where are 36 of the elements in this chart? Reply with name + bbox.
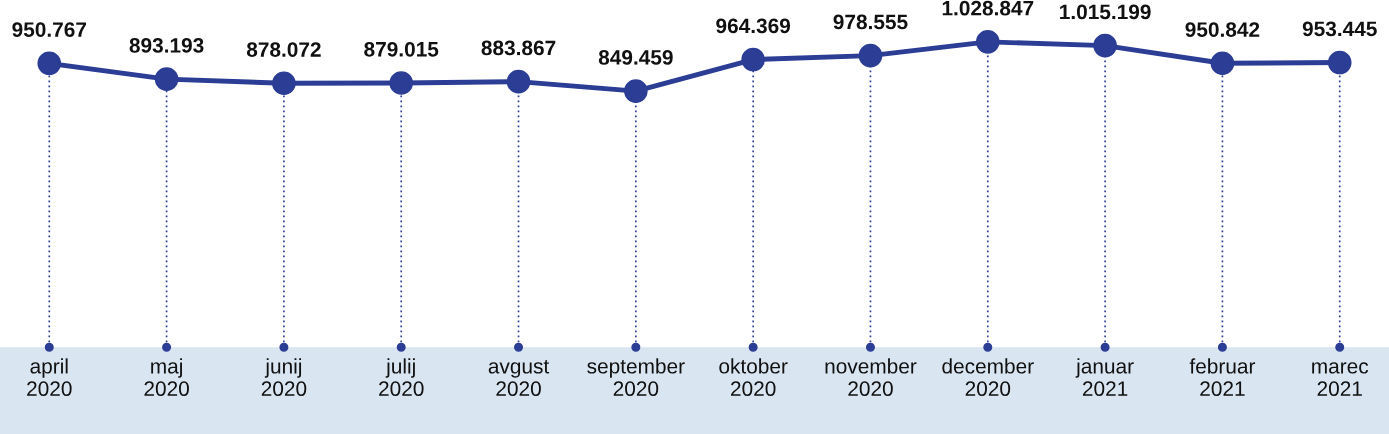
data-label: 950.767 xyxy=(12,22,87,37)
point xyxy=(506,69,531,94)
x-tick-label: november 2020 xyxy=(825,358,917,397)
x-tick-label: maj 2020 xyxy=(144,358,189,397)
data-label: 1.028.847 xyxy=(942,0,1034,16)
data-label: 879.015 xyxy=(364,41,439,57)
x-tick-label: junij 2020 xyxy=(261,358,307,397)
data-label: 964.369 xyxy=(716,18,791,34)
data-label: 878.072 xyxy=(246,42,321,57)
point xyxy=(624,79,648,103)
point xyxy=(975,30,1000,54)
x-tick-label: januar 2021 xyxy=(1075,358,1134,397)
data-label: 953.445 xyxy=(1302,21,1377,37)
data-label: 950.842 xyxy=(1185,22,1260,37)
point xyxy=(741,47,765,72)
point xyxy=(154,67,179,91)
x-tick-label: februar 2021 xyxy=(1189,358,1256,397)
x-tick-label: avgust 2020 xyxy=(488,359,550,397)
data-label: 883.867 xyxy=(481,40,556,56)
point xyxy=(1327,50,1352,75)
x-tick-label: oktober 2020 xyxy=(719,358,788,397)
x-tick-label: december 2020 xyxy=(942,358,1034,397)
data-label: 849.459 xyxy=(598,50,673,65)
data-label: 978.555 xyxy=(833,14,908,30)
x-tick-label: julij 2020 xyxy=(379,358,424,397)
x-tick-label: april 2020 xyxy=(27,358,72,397)
point xyxy=(37,51,62,76)
x-tick-label: september 2020 xyxy=(587,358,685,397)
data-label: 1.015.199 xyxy=(1060,4,1151,20)
point xyxy=(1210,51,1235,76)
point xyxy=(272,71,296,96)
point xyxy=(1093,33,1117,58)
data-label: 893.193 xyxy=(129,38,204,53)
point xyxy=(858,43,883,68)
x-tick-label: marec 2021 xyxy=(1312,362,1369,397)
point xyxy=(389,71,414,95)
